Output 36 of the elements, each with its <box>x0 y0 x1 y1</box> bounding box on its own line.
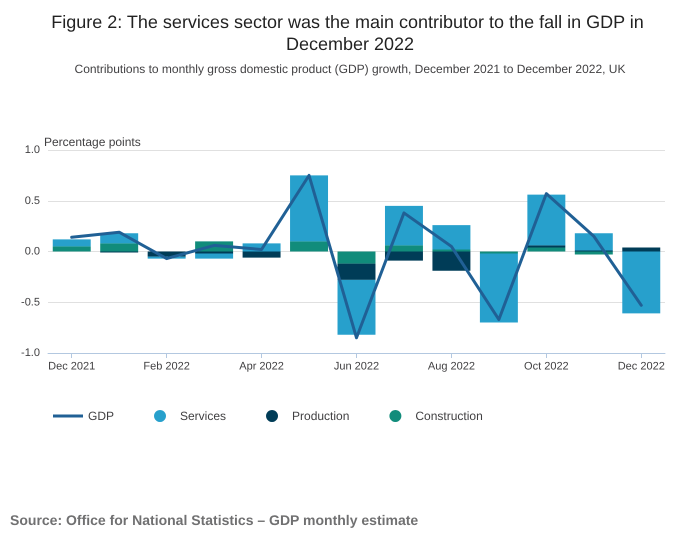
x-tick-label: Oct 2022 <box>524 360 569 372</box>
x-tick-label: Feb 2022 <box>143 360 190 372</box>
bar <box>432 252 470 271</box>
source-note: Source: Office for National Statistics – GDP monthly estimate <box>10 512 418 528</box>
bar <box>384 245 423 252</box>
y-tick-label: -0.5 <box>21 296 40 308</box>
legend-label: GDP <box>88 409 114 423</box>
bar <box>432 225 470 250</box>
y-tick-label: 1.0 <box>24 144 40 156</box>
y-axis-title: Percentage points <box>44 135 141 149</box>
chart-title: Figure 2: The services sector was the main contributor to the fall in GDP in December 2022 <box>51 12 649 54</box>
bar <box>100 243 138 252</box>
legend-label: Production <box>292 409 350 423</box>
y-tick-label: -1.0 <box>21 347 40 359</box>
x-tick-label: Aug 2022 <box>428 360 475 372</box>
bar <box>195 254 234 259</box>
x-tick-label: Jun 2022 <box>334 360 380 372</box>
bar <box>527 247 566 252</box>
bar <box>338 252 376 264</box>
bar <box>52 246 91 252</box>
x-tick-label: Dec 2021 <box>48 360 96 372</box>
bar <box>622 252 660 314</box>
x-tick-label: Apr 2022 <box>239 360 284 372</box>
bar <box>52 239 91 246</box>
line-series <box>70 174 643 340</box>
y-tick-label: 0.5 <box>24 194 40 207</box>
bar <box>338 264 376 280</box>
bar <box>622 247 660 252</box>
bar <box>384 252 423 261</box>
x-tick-label: Dec 2022 <box>618 360 665 372</box>
chart-subtitle: Contributions to monthly gross domestic product (GDP) growth, December 2021 to December 2022, UK <box>74 62 626 76</box>
legend-label: Services <box>180 409 226 423</box>
bar <box>242 252 281 258</box>
bar <box>290 241 328 252</box>
y-tick-label: 0.0 <box>24 246 40 258</box>
legend-label: Construction <box>415 409 483 423</box>
